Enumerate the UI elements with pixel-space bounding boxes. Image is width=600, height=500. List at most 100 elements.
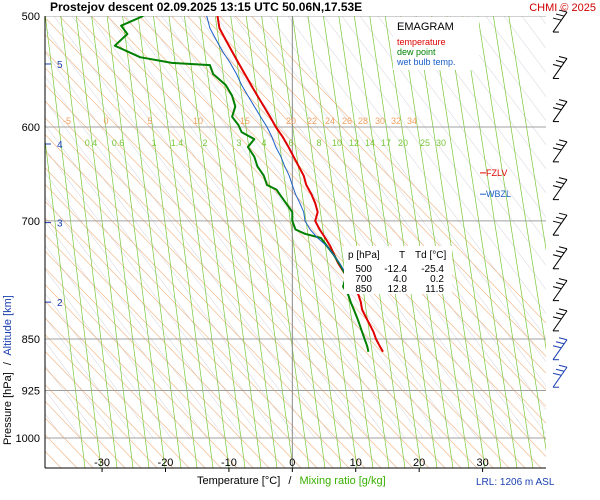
moist-adiabat-line [45, 217, 286, 468]
mixing-ratio-label: 25 [420, 138, 430, 148]
isotherm-label: 0 [103, 116, 108, 126]
moist-adiabat-line [45, 167, 334, 468]
altitude-tick-label: 5 [57, 60, 63, 71]
mixing-ratio-line [199, 16, 262, 468]
mixing-ratio-line [153, 16, 214, 468]
wind-barb-feather [552, 107, 562, 111]
wind-barb-feather [552, 220, 562, 224]
isotherm-label: -5 [63, 116, 71, 126]
mixing-ratio-label: 12 [349, 138, 359, 148]
isotherm-label: 10 [193, 116, 203, 126]
dry-adiabat-line [585, 0, 600, 438]
wind-barb-feather [558, 9, 568, 13]
moist-adiabat-line [45, 334, 174, 468]
sounding-table: p [hPa] T Td [°C] 500 -12.4 -25.4 700 4.… [344, 246, 452, 295]
mixing-ratio-label: 3 [236, 138, 241, 148]
table-cell: -12.4 [384, 264, 407, 275]
wind-barbs [552, 9, 568, 388]
wind-barb-feather [555, 143, 565, 147]
dry-adiabat-line [567, 0, 600, 438]
dry-adiabat-line [45, 76, 316, 439]
moist-adiabat-line [45, 50, 446, 468]
wind-barb [552, 212, 568, 236]
altitude-tick-label: 2 [57, 298, 63, 309]
moist-adiabat-line [45, 100, 398, 468]
wind-barb-shaft [552, 280, 568, 301]
wind-barb-feather [555, 368, 565, 372]
mixing-ratio-line [323, 16, 390, 468]
wind-barb-shaft [552, 11, 568, 33]
wind-barb [552, 55, 568, 79]
dry-adiabat-line [71, 16, 388, 439]
mixing-ratio-label: 17 [381, 138, 391, 148]
moist-adiabat-line [45, 17, 478, 468]
mixing-ratio-label: 2 [202, 138, 207, 148]
wind-barb-feather [558, 177, 568, 181]
dry-adiabat-line [89, 16, 406, 439]
temp-tick-label: 30 [476, 457, 488, 469]
mixing-ratio-label: 1.4 [171, 138, 184, 148]
moist-adiabat-line [45, 300, 206, 468]
mixing-ratio-label: 20 [398, 138, 408, 148]
moist-adiabat-line [45, 184, 318, 468]
wind-barb-shaft [552, 141, 568, 163]
mixing-ratio-label: 0.4 [85, 138, 98, 148]
wind-barb-feather [555, 312, 565, 316]
mixing-ratio-label: 8 [316, 138, 321, 148]
wind-barb [552, 246, 568, 270]
mixing-ratio-label: 10 [332, 138, 342, 148]
dry-adiabat-line [45, 317, 136, 439]
series-layer [113, 16, 384, 353]
wind-barb-feather [552, 372, 562, 376]
legend-item-wet-bulb: wet bulb temp. [396, 57, 456, 67]
wind-barb-feather [552, 17, 562, 21]
series-line-dew-point [113, 16, 370, 353]
mixing-ratio-line [338, 16, 406, 468]
dry-adiabat-line [503, 16, 546, 73]
mixing-ratio-line [184, 16, 246, 468]
altitude-tick-label: 3 [57, 219, 63, 230]
wbzl-label: WBZL [486, 189, 511, 199]
table-cell: -25.4 [421, 264, 444, 275]
dry-adiabat-line [45, 292, 154, 439]
wind-barb-feather [558, 212, 568, 216]
mixing-ratio-line [45, 137, 86, 468]
mixing-ratio-line [122, 16, 182, 468]
series-line-wet-bulb-temp- [206, 16, 350, 281]
table-cell: 500 [355, 264, 372, 275]
wind-barb-feather [552, 316, 562, 320]
mixing-ratio-line [292, 16, 358, 468]
moist-adiabat-line [45, 67, 430, 468]
wind-barb-feather [558, 99, 568, 103]
legend-item-dew-point: dew point [397, 47, 436, 57]
wind-barb-shaft [552, 310, 568, 332]
lrl-label: LRL: 1206 m ASL [476, 477, 555, 488]
dry-adiabat-line [323, 16, 546, 314]
y-axis-label-altitude: Altitude [km] [2, 295, 14, 356]
wind-barb-feather [552, 345, 562, 349]
wind-barb-feather [555, 13, 565, 17]
dry-adiabat-line [305, 16, 546, 339]
pressure-tick-label: 850 [22, 334, 40, 346]
wind-barb-shaft [552, 101, 568, 122]
isotherm-label: 5 [147, 116, 152, 126]
moist-adiabat-line [45, 83, 414, 468]
mixing-ratio-line [353, 16, 422, 468]
moist-adiabat-line [45, 117, 382, 468]
legend-heading: EMAGRAM [397, 21, 454, 33]
temp-tick-label: 20 [413, 457, 425, 469]
mixing-ratio-line [168, 16, 230, 468]
dry-adiabat-line [45, 268, 172, 439]
table-cell: 12.8 [388, 284, 408, 295]
table-header-td: Td [°C] [415, 250, 446, 261]
mixing-ratio-line [384, 16, 454, 468]
isotherm-label: 20 [286, 116, 296, 126]
plot-area [45, 16, 546, 468]
wind-barb-feather [555, 216, 565, 220]
isotherm-label: 24 [325, 116, 335, 126]
table-cell: 850 [355, 284, 372, 295]
isotherm-label: 32 [391, 116, 401, 126]
wind-barb-shaft [552, 248, 568, 270]
chart-legend: EMAGRAM temperature dew point wet bulb t… [393, 17, 479, 70]
